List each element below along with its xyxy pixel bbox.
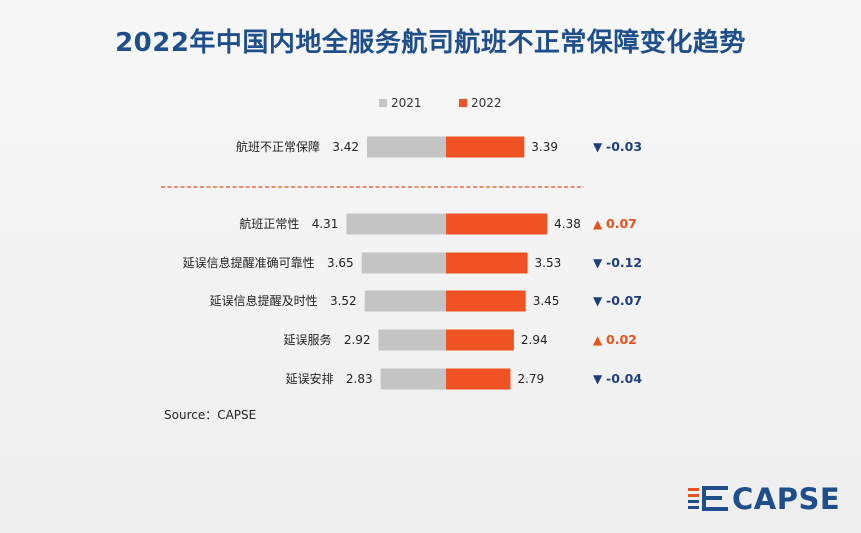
value-label-2021: 4.31 — [312, 217, 339, 231]
down-arrow-icon: ▼ — [593, 294, 603, 308]
legend-label-2022: 2022 — [471, 96, 502, 110]
change-label: 0.07 — [606, 216, 637, 231]
value-label-2021: 3.42 — [332, 140, 359, 154]
bar-2021 — [364, 290, 446, 312]
category-label: 航班正常性 — [239, 216, 299, 231]
legend-swatch-2021 — [379, 99, 387, 107]
value-label-2022: 3.39 — [531, 140, 558, 154]
bar-2021 — [346, 213, 446, 235]
value-label-2022: 2.79 — [517, 372, 544, 386]
value-label-2022: 2.94 — [521, 333, 548, 347]
bar-2022 — [446, 368, 511, 390]
category-label: 延误信息提醒及时性 — [210, 293, 318, 308]
change-label: -0.03 — [606, 139, 642, 154]
bar-2021 — [366, 136, 446, 158]
down-arrow-icon: ▼ — [593, 372, 603, 386]
bar-2022 — [446, 329, 514, 351]
bar-2022 — [446, 252, 528, 274]
legend-label-2021: 2021 — [391, 96, 422, 110]
bar-2022 — [446, 213, 548, 235]
value-label-2022: 3.45 — [533, 294, 560, 308]
category-label: 延误信息提醒准确可靠性 — [183, 255, 315, 270]
value-label-2021: 2.83 — [346, 372, 373, 386]
bar-2022 — [446, 136, 525, 158]
category-label: 延误服务 — [284, 332, 332, 347]
change-label: -0.04 — [606, 371, 642, 386]
value-label-2022: 4.38 — [554, 217, 581, 231]
value-label-2021: 3.65 — [327, 256, 354, 270]
legend-swatch-2022 — [459, 99, 467, 107]
source-note: Source：CAPSE — [164, 408, 257, 422]
bar-2021 — [378, 329, 446, 351]
down-arrow-icon: ▼ — [593, 256, 603, 270]
capse-logo: CAPSE — [688, 481, 848, 517]
chart-title: 2022年中国内地全服务航司航班不正常保障变化趋势 — [115, 28, 746, 58]
category-label: 延误安排 — [286, 371, 334, 386]
capse-logo-text: CAPSE — [732, 482, 841, 516]
change-label: 0.02 — [606, 332, 637, 347]
up-arrow-icon: ▲ — [593, 217, 603, 231]
category-label: 航班不正常保障 — [236, 139, 320, 154]
capse-logo-icon — [688, 486, 728, 511]
value-label-2021: 3.52 — [330, 294, 357, 308]
bar-2021 — [380, 368, 446, 390]
change-label: -0.07 — [606, 293, 642, 308]
value-label-2022: 3.53 — [535, 256, 562, 270]
bar-2021 — [361, 252, 446, 274]
bar-2022 — [446, 290, 526, 312]
change-label: -0.12 — [606, 255, 642, 270]
up-arrow-icon: ▲ — [593, 333, 603, 347]
value-label-2021: 2.92 — [344, 333, 371, 347]
down-arrow-icon: ▼ — [593, 140, 603, 154]
